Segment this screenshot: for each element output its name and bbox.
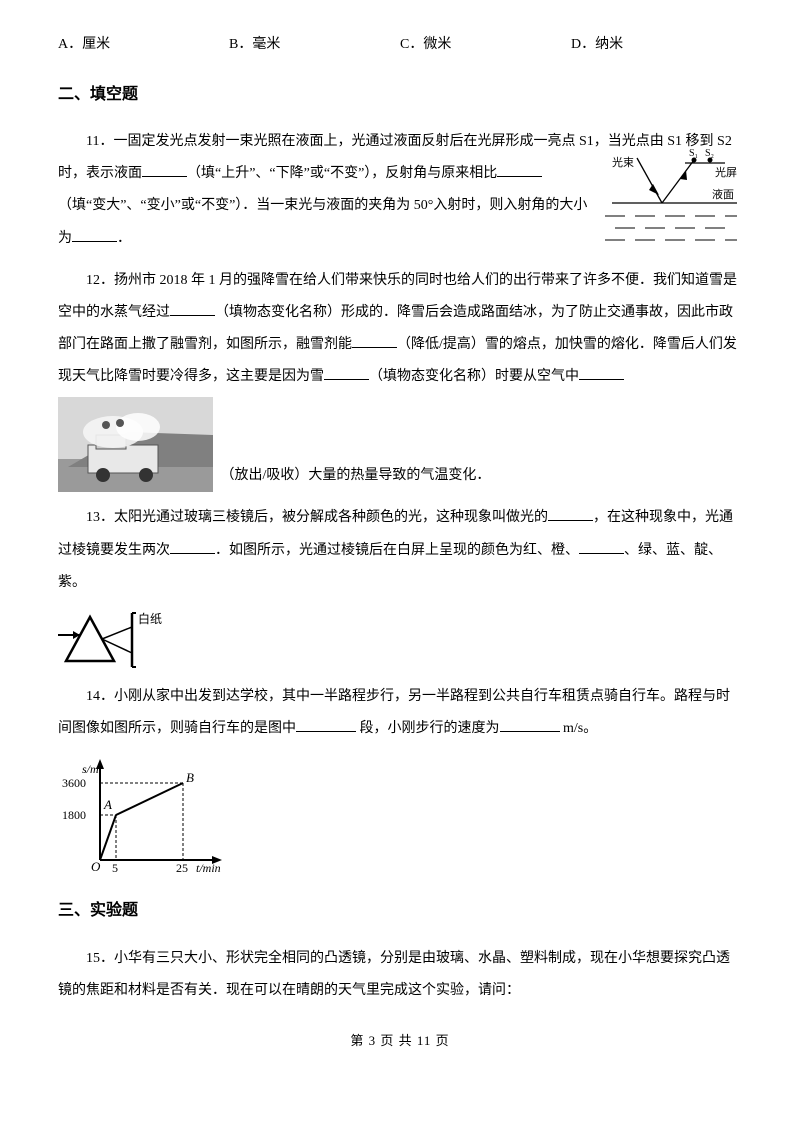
svg-text:白纸: 白纸	[138, 611, 162, 626]
option-c: C．微米	[400, 30, 571, 61]
svg-text:1800: 1800	[62, 808, 86, 822]
q13-text-3: ．如图所示，光通过棱镜后在白屏上呈现的颜色为红、橙、	[215, 543, 579, 558]
q12-text-4: （填物态变化名称）时要从空气中	[369, 369, 579, 384]
q13-num: 13．	[86, 510, 114, 525]
q14: 14．小刚从家中出发到达学校，其中一半路程步行，另一半路程到公共自行车租赁点骑自…	[58, 681, 742, 745]
blank	[548, 507, 593, 521]
blank	[497, 163, 542, 177]
blank	[170, 302, 215, 316]
q11-text-b: （填“上升”、“下降”或“不变”），反射角与原来相比	[187, 166, 497, 181]
svg-text:3600: 3600	[62, 776, 86, 790]
blank	[72, 228, 117, 242]
q14-graph: s/m t/min 3600 1800 5 25 O A B	[58, 755, 233, 877]
q13-prism-diagram: 白纸	[58, 609, 173, 671]
blank	[324, 366, 369, 380]
option-b: B．毫米	[229, 30, 400, 61]
q14-text-2: 段，小刚步行的速度为	[356, 721, 500, 736]
q12-text-5: （放出/吸收）大量的热量导致的气温变化．	[221, 468, 491, 483]
q12-truck-image	[58, 397, 213, 492]
q11-text-d: ．	[117, 231, 131, 246]
q12-num: 12．	[86, 273, 114, 288]
q11-num: 11．	[86, 134, 113, 149]
q11-reflection-diagram: S₁ S₂ 光束 光屏 液面	[597, 148, 742, 243]
q14-text-3: m/s。	[560, 721, 598, 736]
q11: 11．一固定发光点发射一束光照在液面上，光通过液面反射后在光屏形成一亮点 S1，…	[58, 126, 742, 255]
blank	[170, 540, 215, 554]
q13-text-1: 太阳光通过玻璃三棱镜后，被分解成各种颜色的光，这种现象叫做光的	[114, 510, 548, 525]
svg-text:液面: 液面	[712, 187, 734, 201]
svg-text:B: B	[186, 770, 194, 785]
blank	[296, 718, 356, 732]
svg-text:S₁: S₁	[689, 148, 698, 159]
q15-num: 15．	[86, 951, 114, 966]
q15-text-1: 小华有三只大小、形状完全相同的凸透镜，分别是由玻璃、水晶、塑料制成，现在小华想要…	[58, 951, 730, 998]
blank	[352, 334, 397, 348]
q15: 15．小华有三只大小、形状完全相同的凸透镜，分别是由玻璃、水晶、塑料制成，现在小…	[58, 943, 742, 1007]
q11-text-c: （填“变大”、“变小”或“不变”）．当一束光与液面的夹角为 50°入射时，则入射…	[58, 198, 587, 245]
section-2-title: 二、填空题	[58, 77, 742, 112]
blank	[142, 163, 187, 177]
svg-text:A: A	[103, 797, 112, 812]
q13: 13．太阳光通过玻璃三棱镜后，被分解成各种颜色的光，这种现象叫做光的，在这种现象…	[58, 502, 742, 599]
option-a: A．厘米	[58, 30, 229, 61]
blank	[579, 366, 624, 380]
section-3-title: 三、实验题	[58, 893, 742, 928]
svg-text:5: 5	[112, 861, 118, 875]
blank	[500, 718, 560, 732]
svg-text:S₂: S₂	[705, 148, 714, 159]
svg-text:s/m: s/m	[82, 762, 99, 776]
option-d: D．纳米	[571, 30, 742, 61]
svg-text:O: O	[91, 859, 101, 874]
q12: 12．扬州市 2018 年 1 月的强降雪在给人们带来快乐的同时也给人们的出行带…	[58, 265, 742, 493]
svg-text:25: 25	[176, 861, 188, 875]
q10-options: A．厘米 B．毫米 C．微米 D．纳米	[58, 30, 742, 61]
svg-text:光屏: 光屏	[715, 165, 737, 179]
blank	[579, 540, 624, 554]
svg-text:光束: 光束	[612, 155, 634, 169]
q14-num: 14．	[86, 689, 114, 704]
page-footer: 第 3 页 共 11 页	[58, 1027, 742, 1056]
svg-text:t/min: t/min	[196, 861, 221, 875]
